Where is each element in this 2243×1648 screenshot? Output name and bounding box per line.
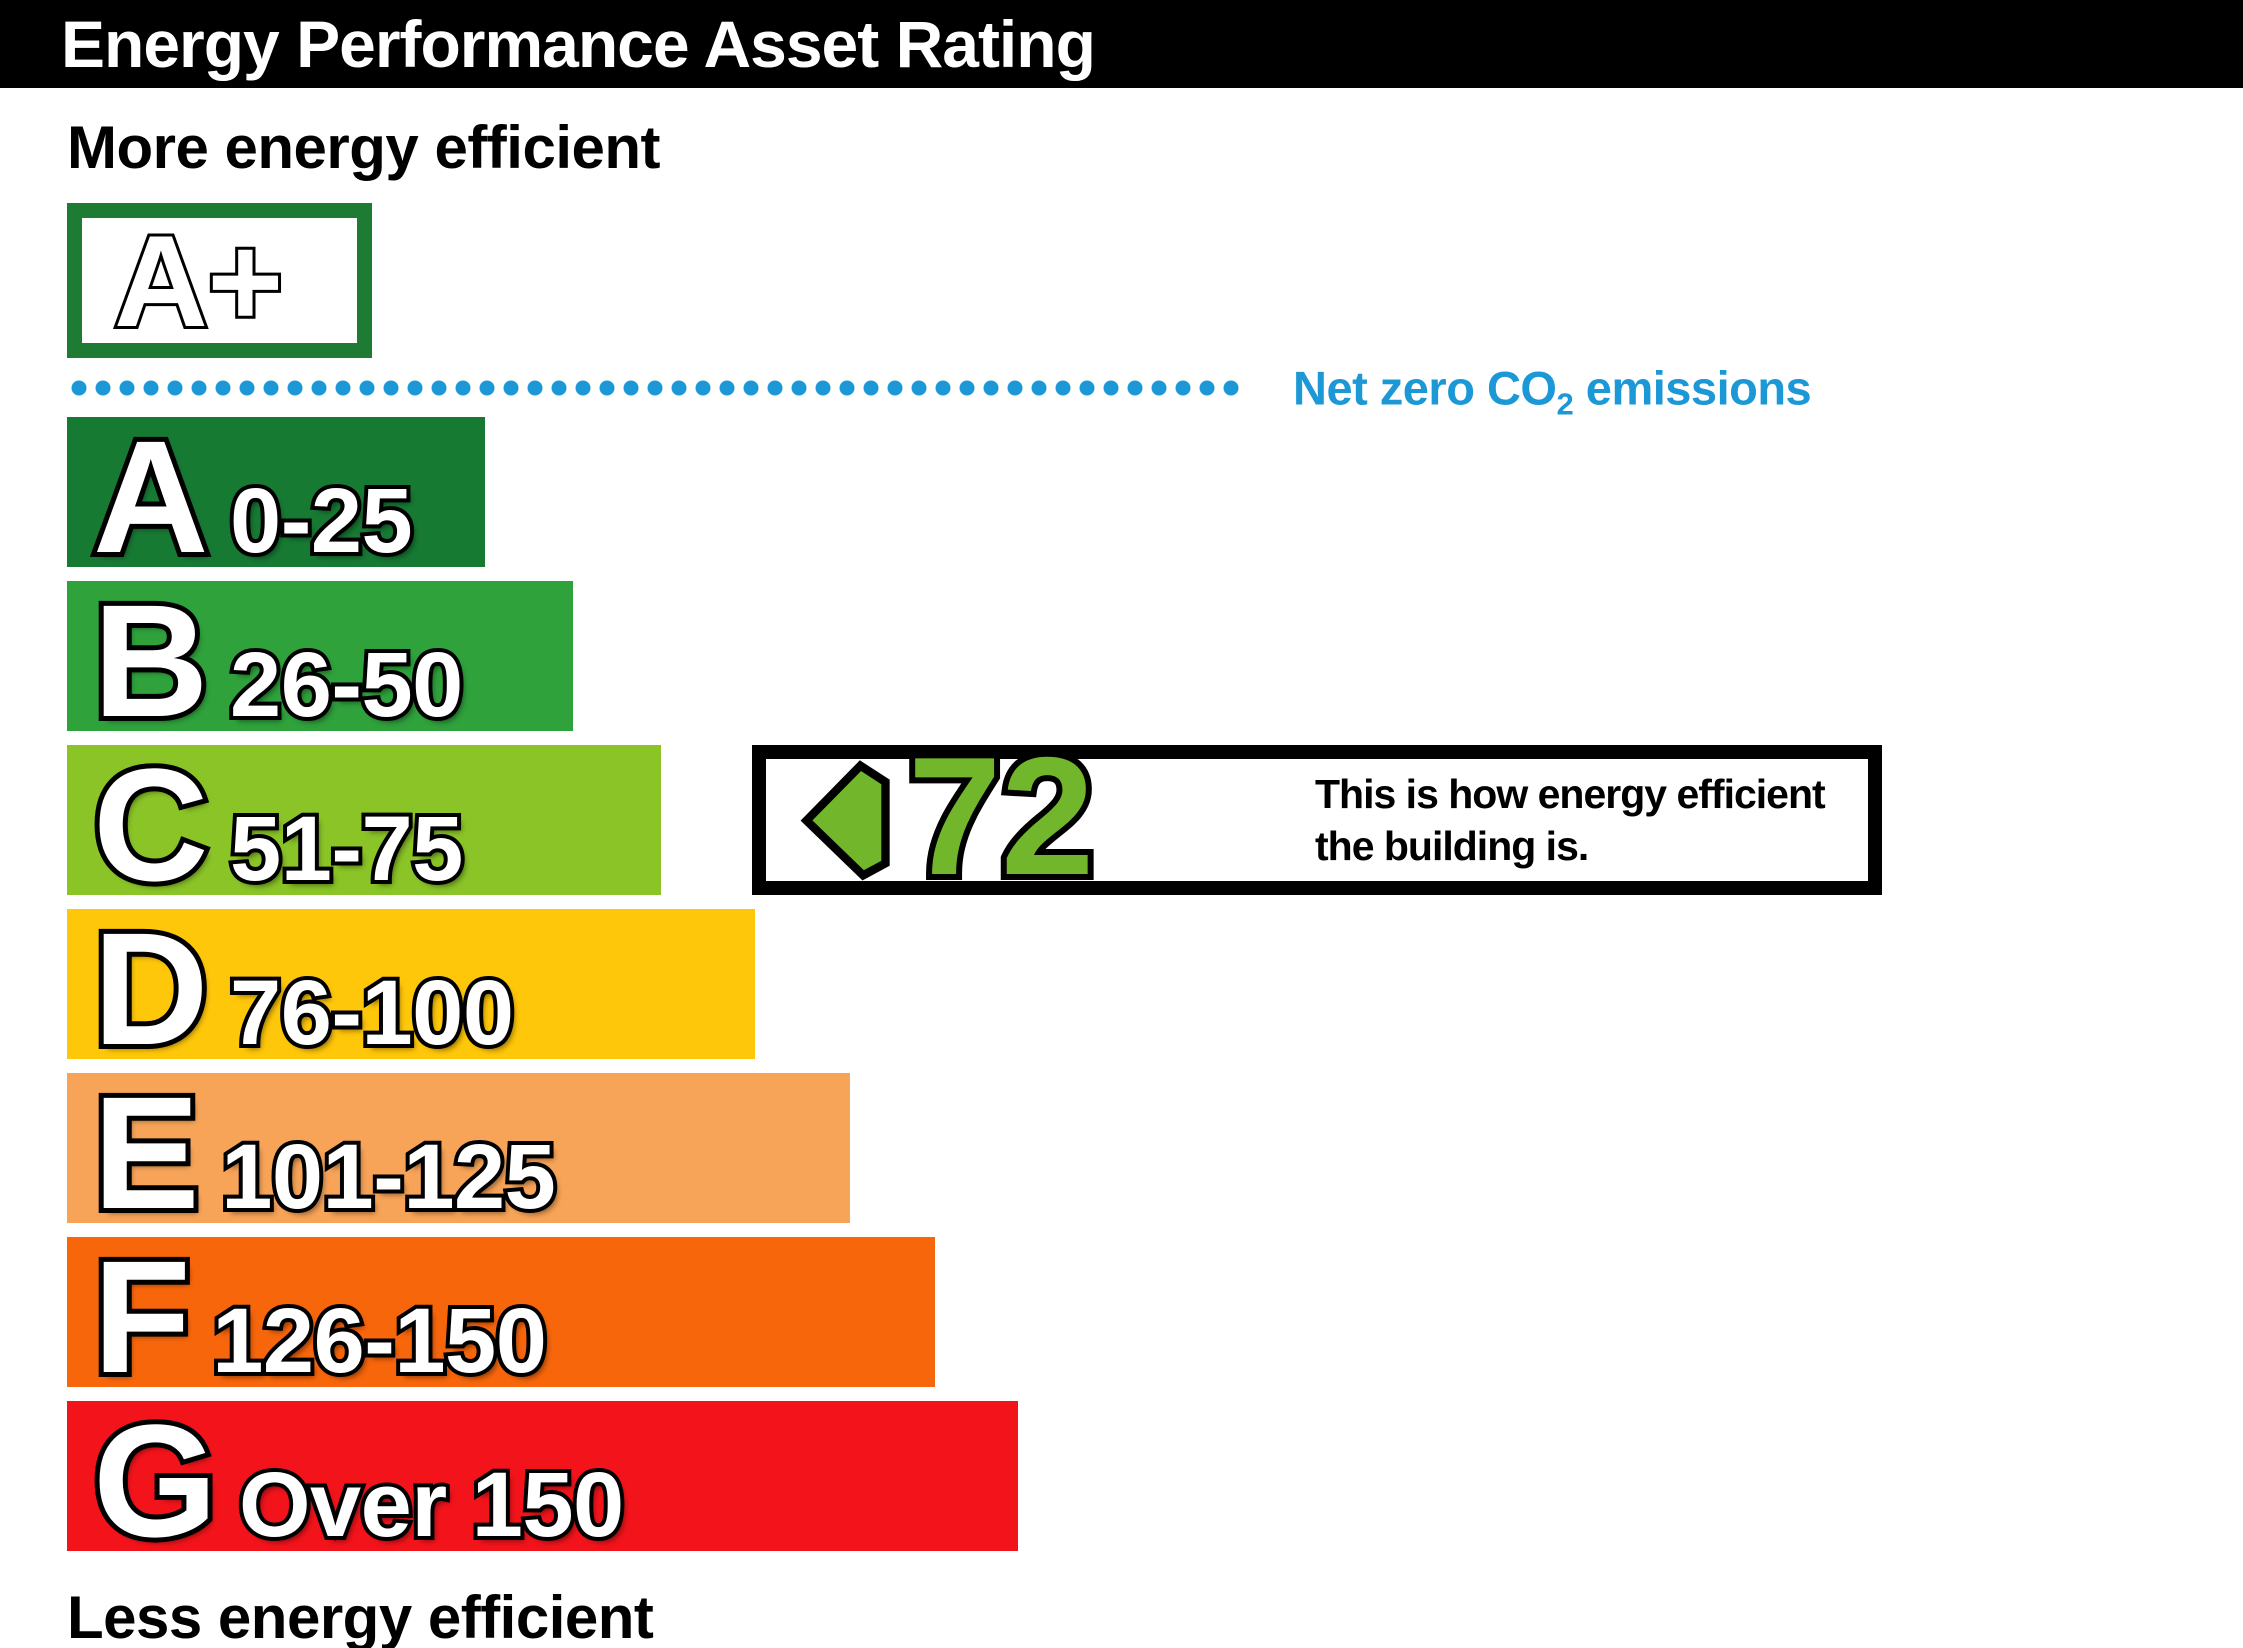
left-arrow-shape (800, 759, 890, 880)
rating-description-line2: the building is. (1315, 823, 1589, 869)
less-efficient-label: Less energy efficient (67, 1584, 654, 1648)
band-row-b: B 26-50 (67, 581, 573, 741)
net-zero-label: Net zero CO2 emissions (1293, 361, 1812, 420)
rating-description: This is how energy efficient the buildin… (1315, 768, 1826, 872)
band-letter-e: E (93, 1073, 200, 1234)
band-range-g: Over 150 (239, 1459, 624, 1551)
band-letter-c: C (93, 745, 209, 906)
band-range-c: 51-75 (230, 803, 463, 895)
band-letter-b: B (93, 581, 209, 742)
band-letter-d: D (93, 909, 209, 1070)
band-row-d: D 76-100 (67, 909, 755, 1069)
page-title: Energy Performance Asset Rating (61, 7, 1096, 81)
band-row-g: G Over 150 (67, 1401, 1018, 1561)
net-zero-text-post: emissions (1573, 361, 1812, 415)
band-range-f: 126-150 (212, 1295, 547, 1387)
rating-value: 72 (908, 732, 1094, 900)
rating-description-line1: This is how energy efficient (1315, 771, 1826, 817)
band-range-d: 76-100 (230, 967, 514, 1059)
net-zero-dotted-line (67, 376, 1243, 400)
band-letter-g: G (93, 1401, 217, 1562)
band-row-c: C 51-75 (67, 745, 661, 905)
net-zero-text: Net zero CO (1293, 361, 1557, 415)
band-letter-a: A (93, 417, 209, 578)
band-range-a: 0-25 (230, 475, 413, 567)
rating-indicator-box: 72 This is how energy efficient the buil… (752, 732, 1882, 900)
band-row-a: A 0-25 (67, 417, 485, 577)
band-row-f: F 126-150 (67, 1237, 935, 1397)
band-range-e: 101-125 (221, 1131, 556, 1223)
band-row-a-plus: A+ (67, 203, 372, 358)
band-row-e: E 101-125 (67, 1073, 850, 1233)
band-letter-f: F (93, 1237, 191, 1398)
net-zero-subscript: 2 (1556, 386, 1574, 422)
more-efficient-label: More energy efficient (67, 114, 661, 181)
left-arrow-icon (800, 759, 890, 880)
title-bar: Energy Performance Asset Rating (0, 0, 2243, 88)
band-letter-a-plus: A+ (114, 216, 283, 346)
band-range-b: 26-50 (230, 639, 463, 731)
